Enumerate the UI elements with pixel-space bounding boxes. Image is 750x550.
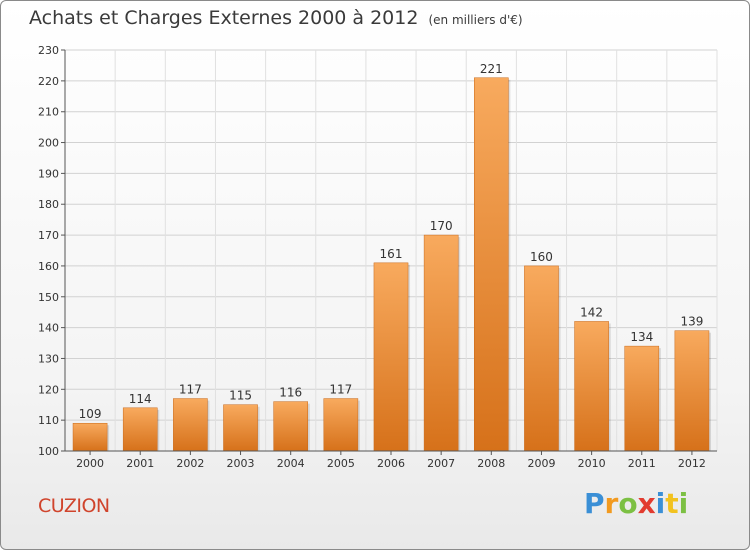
x-tick-label: 2012 — [678, 457, 706, 470]
data-label: 114 — [129, 392, 152, 406]
x-tick-label: 2001 — [126, 457, 154, 470]
bar — [373, 262, 409, 452]
x-tick-label: 2010 — [578, 457, 606, 470]
bar-chart: 100 110 120 130 140 150 160 170 180 190 200 210 220 2… — [38, 44, 718, 470]
y-tick-label: 200 — [38, 137, 59, 150]
logo-letter: o — [618, 487, 638, 520]
data-label: 170 — [430, 219, 453, 233]
commune-name: CUZION — [38, 495, 110, 517]
chart-title-text: Achats et Charges Externes 2000 à 2012 — [29, 7, 419, 29]
y-tick-label: 190 — [38, 167, 59, 180]
chart-subtitle: (en milliers d'€) — [428, 13, 523, 27]
data-label: 117 — [179, 383, 202, 397]
x-tick-label: 2005 — [327, 457, 355, 470]
bar — [223, 404, 258, 452]
bar — [574, 321, 609, 452]
logo-letter: r — [604, 487, 619, 520]
y-tick-label: 180 — [38, 198, 59, 211]
data-label: 161 — [380, 247, 403, 261]
data-label: 117 — [329, 383, 352, 397]
y-tick-label: 230 — [38, 44, 59, 57]
y-tick-label: 160 — [38, 260, 59, 273]
data-label: 142 — [580, 305, 603, 319]
bar — [173, 398, 208, 452]
bar — [624, 345, 660, 452]
logo-letter: t — [665, 487, 679, 520]
x-tick-label: 2004 — [277, 457, 305, 470]
x-tick-label: 2002 — [176, 457, 204, 470]
chart-title: Achats et Charges Externes 2000 à 2012 (e… — [29, 7, 523, 29]
y-tick-label: 140 — [38, 322, 59, 335]
y-tick-label: 110 — [38, 414, 59, 427]
bar — [72, 422, 108, 452]
bar — [474, 77, 509, 452]
logo-letter: i — [678, 487, 689, 520]
y-tick-label: 100 — [38, 445, 59, 458]
bar — [323, 398, 359, 452]
x-tick-label: 2011 — [628, 457, 656, 470]
bar — [273, 401, 308, 452]
data-label: 160 — [530, 250, 553, 264]
x-tick-label: 2009 — [527, 457, 555, 470]
y-tick-label: 170 — [38, 229, 59, 242]
y-tick-label: 210 — [38, 106, 59, 119]
proxiti-logo: Proxiti — [584, 487, 688, 520]
data-label: 116 — [279, 386, 302, 400]
x-tick-label: 2006 — [377, 457, 405, 470]
data-label: 109 — [79, 407, 102, 421]
bar — [423, 234, 459, 452]
bar — [122, 407, 158, 452]
data-label: 134 — [630, 330, 653, 344]
bar — [674, 330, 710, 452]
bar — [524, 265, 559, 452]
x-tick-label: 2008 — [477, 457, 505, 470]
logo-letter: i — [655, 487, 666, 520]
x-tick-label: 2007 — [427, 457, 455, 470]
logo-letter: P — [584, 487, 605, 520]
y-tick-label: 120 — [38, 383, 59, 396]
data-label: 115 — [229, 389, 252, 403]
y-tick-label: 150 — [38, 291, 59, 304]
y-tick-label: 220 — [38, 75, 59, 88]
data-label: 221 — [480, 62, 503, 76]
x-tick-label: 2000 — [76, 457, 104, 470]
y-tick-label: 130 — [38, 352, 59, 365]
logo-letter: x — [637, 487, 656, 520]
x-tick-label: 2003 — [227, 457, 255, 470]
data-label: 139 — [680, 315, 703, 329]
